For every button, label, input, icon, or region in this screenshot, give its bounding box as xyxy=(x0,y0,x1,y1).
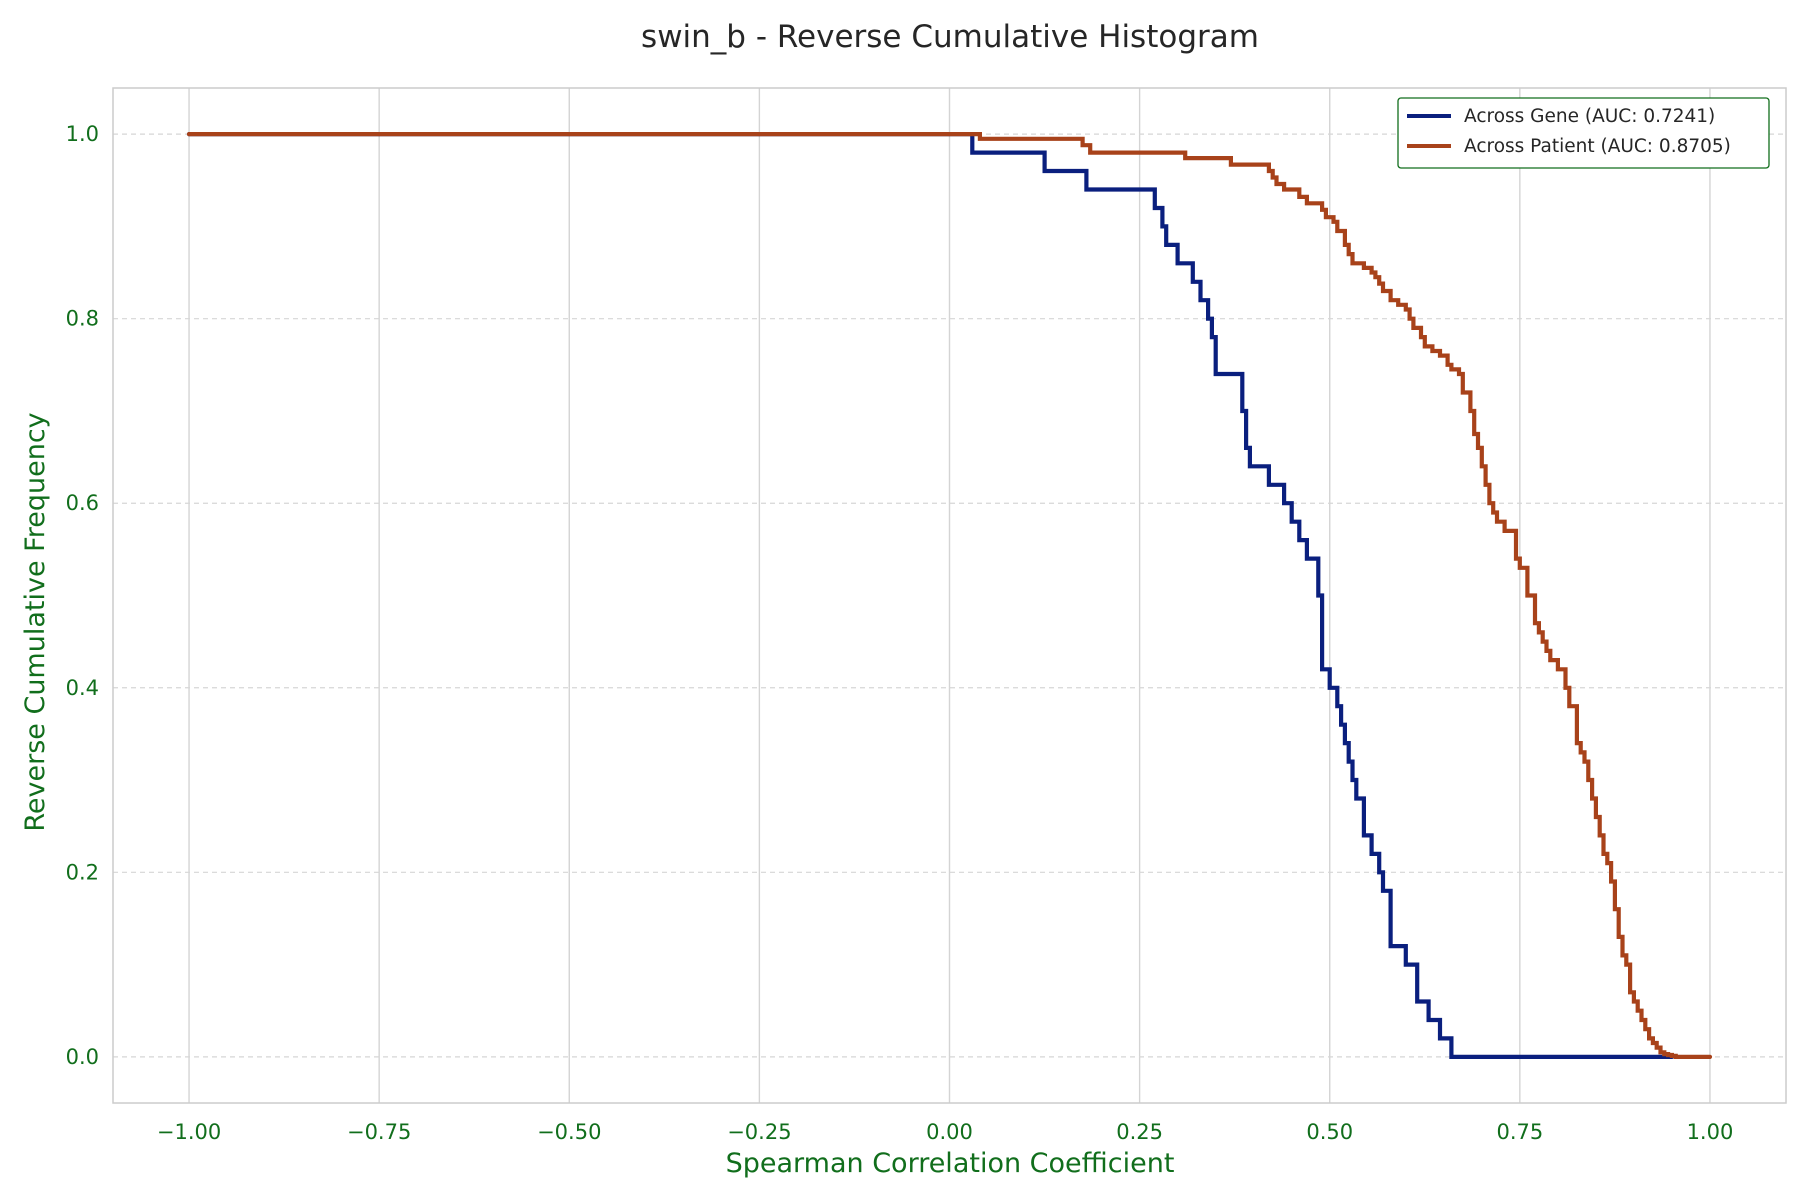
y-axis-label: Reverse Cumulative Frequency xyxy=(20,412,51,831)
y-tick-label: 0.0 xyxy=(66,1045,99,1069)
legend: Across Gene (AUC: 0.7241) Across Patient… xyxy=(1397,97,1770,169)
series-line-across-patient xyxy=(186,132,1713,1059)
x-tick-label: 0.25 xyxy=(1116,1120,1163,1144)
x-tick-label: −1.00 xyxy=(157,1120,221,1144)
x-tick-label: −0.25 xyxy=(727,1120,791,1144)
y-tick-label: 1.0 xyxy=(66,122,99,146)
chart-title: swin_b - Reverse Cumulative Histogram xyxy=(641,19,1259,55)
x-tick-label: 0.75 xyxy=(1496,1120,1543,1144)
legend-box xyxy=(1397,97,1770,169)
y-tick-labels: 0.0 0.2 0.4 0.6 0.8 1.0 xyxy=(66,122,99,1069)
y-tick-label: 0.4 xyxy=(66,676,99,700)
x-axis-label: Spearman Correlation Coefficient xyxy=(726,1148,1175,1179)
x-tick-label: 0.50 xyxy=(1306,1120,1353,1144)
x-tick-labels: −1.00 −0.75 −0.50 −0.25 0.00 0.25 0.50 0.75 1.00 xyxy=(157,1120,1733,1144)
x-tick-label: 0.00 xyxy=(926,1120,973,1144)
x-tick-label: 1.00 xyxy=(1687,1120,1734,1144)
series-line-across-gene xyxy=(186,132,1674,1059)
x-tick-label: −0.50 xyxy=(537,1120,601,1144)
y-tick-label: 0.6 xyxy=(66,491,99,515)
legend-label-across-patient: Across Patient (AUC: 0.8705) xyxy=(1464,136,1731,157)
y-tick-label: 0.8 xyxy=(66,307,99,331)
plot-frame xyxy=(112,87,1787,1104)
series-group xyxy=(186,132,1713,1059)
y-tick-label: 0.2 xyxy=(66,860,99,884)
legend-label-across-gene: Across Gene (AUC: 0.7241) xyxy=(1464,106,1715,127)
x-tick-label: −0.75 xyxy=(347,1120,411,1144)
grid xyxy=(113,88,1786,1103)
